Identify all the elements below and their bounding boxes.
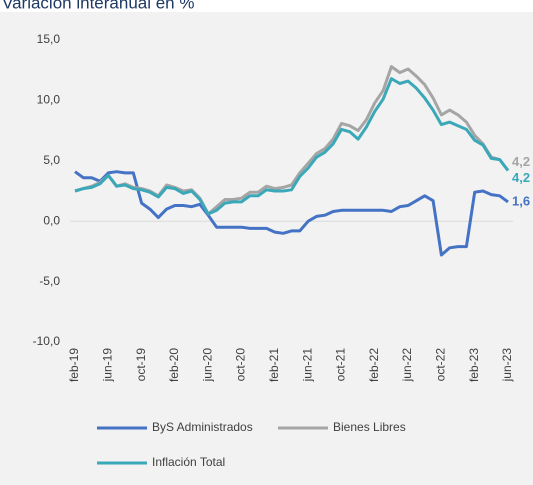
x-tick-label: oct-21 [334, 348, 348, 382]
x-tick-label: feb-21 [267, 348, 281, 382]
data-label: 4,2 [512, 170, 530, 185]
x-tick-label: feb-19 [67, 348, 81, 382]
x-tick-label: feb-20 [167, 348, 181, 382]
y-tick-label: 15,0 [37, 32, 61, 46]
x-tick-label: jun-21 [300, 348, 314, 383]
y-tick-label: 0,0 [43, 213, 60, 227]
x-tick-label: jun-22 [400, 348, 414, 383]
x-tick-label: jun-20 [200, 348, 214, 383]
y-tick-label: -5,0 [39, 274, 60, 288]
series-line [74, 170, 509, 257]
x-tick-label: feb-22 [367, 348, 381, 382]
y-tick-label: -10,0 [33, 334, 61, 348]
series-line [74, 77, 510, 216]
x-tick-label: oct-19 [134, 348, 148, 382]
chart-title: Variación interanual en % [2, 0, 194, 12]
y-tick-label: 10,0 [37, 93, 61, 107]
x-tick-label: jun-19 [100, 348, 114, 383]
legend-label: ByS Administrados [152, 420, 253, 434]
x-tick-label: oct-22 [434, 348, 448, 382]
legend-label: Bienes Libres [333, 420, 406, 434]
x-tick-label: oct-20 [234, 348, 248, 382]
data-label: 1,6 [512, 193, 530, 208]
y-tick-label: 5,0 [43, 153, 60, 167]
chart-background [0, 12, 533, 485]
data-label: 4,2 [512, 154, 530, 169]
x-tick-label: jun-23 [500, 348, 514, 383]
legend-label: Inflación Total [152, 455, 225, 469]
x-tick-label: feb-23 [467, 348, 481, 382]
